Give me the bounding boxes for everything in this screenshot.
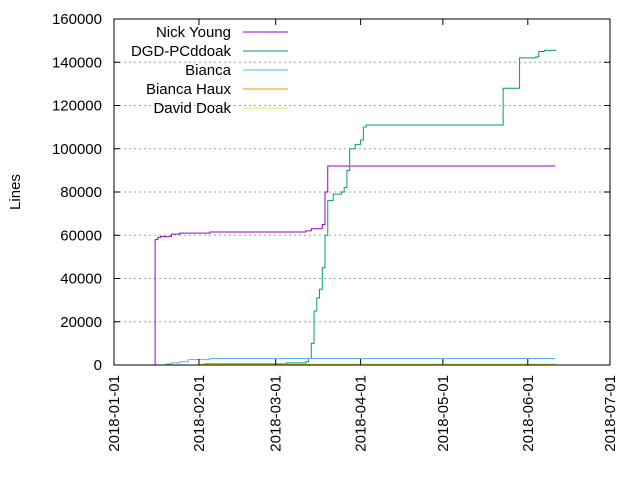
series-line-bianca [155,358,556,366]
legend-label-dgd-pcddoak: DGD-PCddoak [131,43,232,60]
y-tick-label: 120000 [52,98,102,115]
y-tick-label: 140000 [52,54,102,71]
legend-label-bianca-haux: Bianca Haux [146,81,232,98]
x-tick-label: 2018-03-01 [268,375,285,452]
y-axis-title: Lines [7,174,24,210]
y-tick-label: 80000 [60,184,102,201]
x-tick-label: 2018-05-01 [435,375,452,452]
legend-label-nick-young: Nick Young [156,24,231,41]
y-tick-label: 40000 [60,271,102,288]
axis-ticks [113,18,611,366]
series-line-nick-young [154,165,556,365]
y-tick-label: 0 [94,357,102,374]
x-tick-label: 2018-02-01 [191,375,208,452]
legend: Nick Young DGD-PCddoak Bianca Bianca Haux Da… [131,24,288,117]
x-tick-label: 2018-07-01 [602,375,619,452]
y-tick-label: 100000 [52,141,102,158]
y-axis-tick-labels: 0 20000 40000 60000 80000 100000 120000 140000 1… [52,11,102,374]
legend-label-david-doak: David Doak [153,100,231,117]
y-tick-label: 20000 [60,314,102,331]
y-tick-label: 60000 [60,227,102,244]
x-axis-tick-labels: 2018-01-01 2018-02-01 2018-03-01 2018-04-01… [106,375,619,452]
x-tick-label: 2018-06-01 [520,375,537,452]
x-tick-label: 2018-01-01 [106,375,123,452]
legend-label-bianca: Bianca [185,62,232,79]
x-tick-label: 2018-04-01 [353,375,370,452]
y-tick-label: 160000 [52,11,102,28]
